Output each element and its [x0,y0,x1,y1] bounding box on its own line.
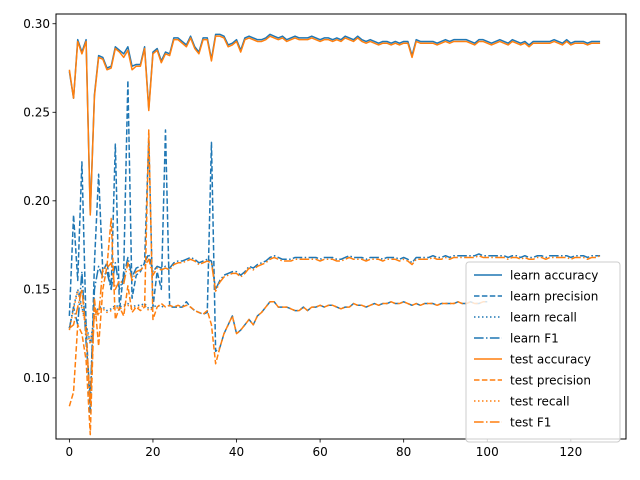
y-tick-label: 0.10 [23,371,50,385]
series-line-test-precision [68,129,488,436]
y-tick-label: 0.25 [23,106,50,120]
series-line-learn-f1 [68,253,601,397]
legend-label-test-recall: test recall [510,394,570,408]
legend-label-learn-precision: learn precision [510,289,598,303]
y-tick-label: 0.30 [23,17,50,31]
plot-frame [55,13,627,440]
x-tick-label: 100 [476,445,499,459]
y-tick-label: 0.15 [23,283,50,297]
x-tick-label: 20 [145,445,160,459]
series-layer [68,33,601,436]
series-line-test-accuracy [68,35,601,216]
legend-label-learn-f1: learn F1 [510,331,559,345]
x-tick-label: 60 [312,445,327,459]
x-tick-label: 40 [229,445,244,459]
series-line-test-recall [68,290,154,346]
legend-label-test-accuracy: test accuracy [510,352,591,366]
x-tick-label: 80 [396,445,411,459]
legend-label-test-precision: test precision [510,373,591,387]
x-tick-label: 0 [66,445,74,459]
legend-label-learn-accuracy: learn accuracy [510,268,598,282]
x-tick-label: 120 [559,445,582,459]
legend-box [465,261,621,443]
y-tick-label: 0.20 [23,194,50,208]
y-axis: 0.10 0.15 0.20 0.25 0.30 [23,17,56,385]
legend-label-learn-recall: learn recall [510,310,577,324]
legend-label-test-f1: test F1 [510,415,551,429]
legend: learn accuracy learn precision learn recal… [465,261,621,443]
series-line-test-f1 [68,254,601,406]
